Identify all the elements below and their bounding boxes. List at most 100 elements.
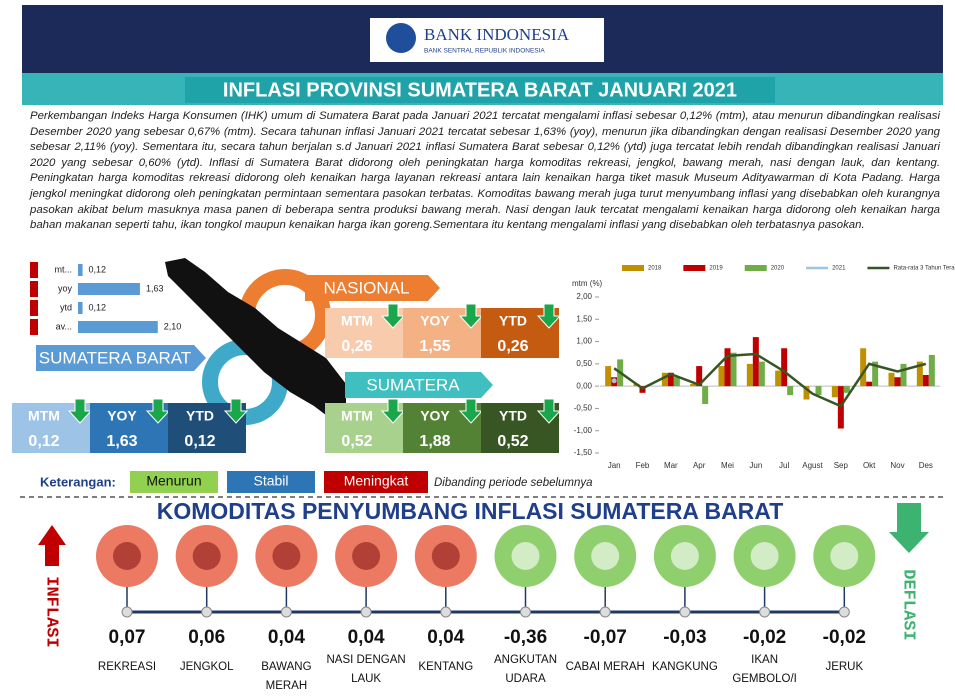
bar [900, 363, 907, 387]
bar [78, 264, 83, 276]
bar [894, 377, 901, 387]
x-tick-label: Sep [834, 461, 849, 470]
value-label: 0,12 [89, 264, 107, 274]
metric-name: YOY [420, 313, 450, 329]
region-label: SUMATERA BARAT [39, 348, 191, 367]
bar [702, 386, 709, 404]
node-dot [759, 606, 771, 618]
row-marker [30, 319, 38, 335]
status-arrow [536, 398, 562, 424]
commodity-value: 0,06 [188, 627, 225, 648]
bar [718, 366, 725, 387]
bar [781, 348, 788, 387]
y-tick-label: -1,50 [574, 448, 593, 457]
node-dot [201, 606, 213, 618]
metric-name: YOY [420, 408, 450, 424]
region-label-box [305, 275, 440, 301]
commodity-icon-detail [352, 542, 381, 570]
status-arrow [380, 398, 406, 424]
metric-name: YTD [499, 313, 527, 329]
commodity-name: CABAI MERAH [565, 661, 645, 673]
bar [78, 283, 140, 295]
line-point [611, 378, 617, 384]
legend-box [130, 471, 218, 493]
commodity-icon-detail [113, 542, 141, 570]
commodity-name: JENGKOL [179, 661, 234, 673]
category-label: ytd [60, 302, 72, 312]
bar [775, 370, 782, 387]
status-arrow [536, 303, 562, 329]
metric-name: MTM [28, 408, 60, 424]
legend-note: Dibanding periode sebelumnya [434, 477, 593, 489]
y-tick-label: 0,00 [576, 381, 592, 390]
commodity-name: REKREASI [97, 661, 157, 673]
commodity-value: -0,36 [504, 627, 547, 648]
x-tick-label: Okt [863, 461, 876, 470]
legend-box [324, 471, 428, 493]
bar [922, 375, 929, 387]
status-arrow [380, 303, 406, 329]
node-dot [280, 606, 292, 618]
line [613, 352, 927, 408]
status-arrow [67, 398, 93, 424]
node-dot [838, 606, 850, 618]
metric-value: 1,63 [106, 433, 137, 450]
node-dot [121, 606, 133, 618]
node-dot [599, 606, 611, 618]
commodity-name: NASI DENGAN LAUK [326, 654, 406, 685]
node-dot [520, 606, 531, 618]
row-marker [30, 262, 38, 278]
legend-title: Keterangan: [40, 474, 116, 489]
region-label: NASIONAL [324, 278, 410, 297]
node-dot [679, 606, 691, 618]
legend-swatch [622, 265, 644, 271]
bar [803, 386, 810, 400]
legend-label: 2019 [709, 266, 723, 272]
y-axis-label: mtm (%) [572, 279, 603, 288]
region-label-box [36, 345, 206, 371]
x-tick-label: Nov [890, 461, 904, 470]
value-label: 0,12 [89, 302, 107, 312]
row-marker [30, 281, 38, 297]
bar [928, 354, 935, 387]
inflation-arrow [38, 525, 66, 566]
bar [860, 348, 867, 387]
x-tick-label: Jun [749, 461, 762, 470]
commodity-icon-detail [750, 542, 779, 570]
deflation-label: DEFLASI [899, 569, 918, 640]
category-label: av... [56, 321, 72, 331]
bar [690, 383, 697, 387]
status-arrow [458, 398, 484, 424]
value-label: 2,10 [164, 321, 182, 331]
legend-label: Menurun [146, 473, 201, 489]
category-label: yoy [58, 283, 73, 293]
x-tick-label: Agust [802, 461, 823, 470]
bar [696, 366, 703, 387]
status-arrow [145, 398, 171, 424]
bar [843, 386, 850, 393]
metric-value: 0,26 [341, 338, 372, 355]
metric-name: YOY [107, 408, 137, 424]
bar [831, 386, 838, 398]
intro-box [22, 105, 943, 247]
bar [661, 372, 668, 387]
metric-value: 0,52 [341, 433, 372, 450]
metric-name: MTM [341, 408, 373, 424]
bank-name: BANK INDONESIA [424, 25, 570, 44]
commodities-title: KOMODITAS PENYUMBANG INFLASI SUMATERA BA… [157, 498, 784, 524]
bar [866, 381, 873, 387]
bar [724, 348, 731, 387]
x-tick-label: Mar [664, 461, 678, 470]
bar [730, 352, 737, 387]
region-label-box [345, 372, 493, 398]
bar [605, 366, 612, 387]
node-dot [360, 606, 372, 618]
bar [746, 363, 753, 387]
legend-swatch [683, 265, 706, 271]
commodity-name: BAWANG MERAH [261, 661, 312, 692]
region-label: SUMATERA [366, 375, 460, 394]
bar [667, 372, 674, 387]
metric-name: YTD [499, 408, 527, 424]
legend-label: 2018 [648, 266, 662, 272]
